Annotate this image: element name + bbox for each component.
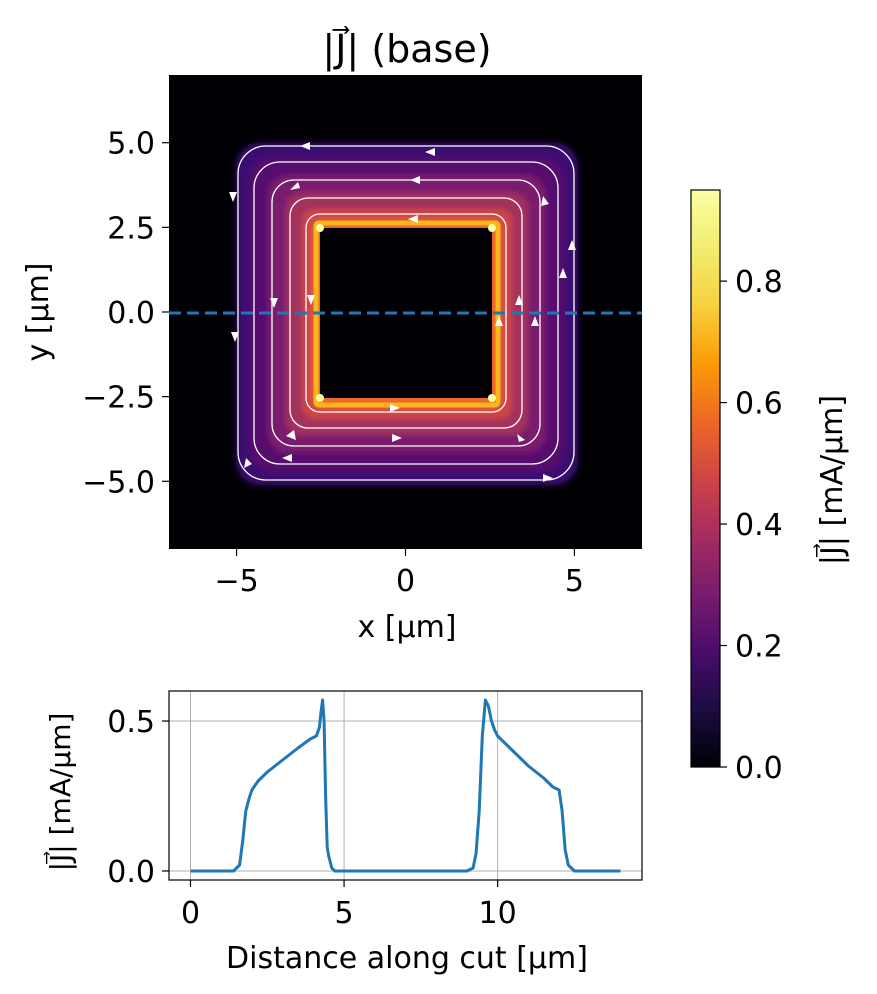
streamline-arrow — [300, 142, 310, 150]
heatmap-x-axis-label: x [µm] — [357, 610, 456, 645]
streamline-arrow — [286, 430, 296, 440]
streamline-arrow — [408, 215, 418, 223]
streamline-arrow — [270, 298, 278, 308]
y-tick-label: −5.0 — [82, 465, 155, 500]
x-tick-label: 10 — [479, 896, 517, 931]
x-tick-label: 5 — [565, 564, 584, 599]
line-plot-y-ticks: 0.0 0.5 — [107, 705, 169, 890]
streamline-arrow — [307, 295, 315, 305]
line-plot-x-ticks: 0 5 10 — [181, 880, 517, 931]
colorbar-label: |J⃗| [mA/µm] — [814, 395, 850, 565]
line-plot-panel: 0 5 10 0.0 0.5 Distance along cut [µm] |J⃗|… — [43, 690, 643, 976]
heatmap-title: |J⃗| (base) — [322, 26, 491, 72]
line-plot-frame — [168, 690, 643, 881]
y-tick-label: −2.5 — [82, 381, 155, 416]
y-tick-label: 0.0 — [107, 855, 155, 890]
colorbar-tick-label: 0.0 — [735, 751, 783, 786]
colorbar-gradient — [690, 189, 721, 768]
streamline-arrow — [517, 434, 525, 442]
y-tick-label: 2.5 — [107, 211, 155, 246]
colorbar-tick-label: 0.4 — [735, 508, 783, 543]
y-tick-label: 0.5 — [107, 705, 155, 740]
heatmap-x-ticks: −5 0 5 — [214, 549, 584, 599]
streamline-arrow — [390, 404, 400, 412]
streamline-arrow — [568, 240, 576, 250]
heatmap-panel — [169, 75, 642, 549]
streamline-arrow — [244, 458, 252, 468]
streamline-arrow — [290, 182, 300, 190]
streamline-arrow — [515, 295, 523, 305]
colorbar-tick-label: 0.2 — [735, 630, 783, 665]
x-tick-label: 0 — [181, 896, 200, 931]
x-tick-label: 0 — [396, 564, 415, 599]
streamline-arrow — [231, 332, 239, 342]
streamline-arrow — [392, 434, 402, 442]
streamline-arrow — [531, 316, 539, 326]
heatmap-y-ticks: 5.0 2.5 0.0 −2.5 −5.0 — [82, 127, 169, 500]
streamline-arrow — [282, 454, 292, 462]
y-tick-label: 5.0 — [107, 127, 155, 162]
y-tick-label: 0.0 — [107, 296, 155, 331]
corner-hotspots — [316, 224, 496, 402]
colorbar: 0.0 0.2 0.4 0.6 0.8 |J⃗| [mA/µm] — [690, 189, 850, 786]
streamline-arrow — [495, 316, 503, 326]
streamline-arrow — [541, 196, 549, 206]
line-series — [190, 698, 621, 873]
colorbar-tick-label: 0.6 — [735, 387, 783, 422]
streamline-arrow — [410, 176, 420, 184]
colorbar-ticks: 0.0 0.2 0.4 0.6 0.8 — [720, 265, 783, 786]
streamline-arrow — [543, 474, 553, 482]
heatmap-axes: |J⃗| (base) x [µm] y [µm] −5 0 5 5.0 2.5 0.0… — [21, 26, 584, 645]
x-tick-label: 5 — [335, 896, 354, 931]
streamline-arrow — [559, 268, 567, 278]
line-plot-x-axis-label: Distance along cut [µm] — [226, 941, 588, 976]
colorbar-tick-label: 0.8 — [735, 265, 783, 300]
streamline-arrows — [229, 142, 576, 482]
x-tick-label: −5 — [214, 564, 258, 599]
streamline-arrow — [229, 192, 237, 202]
heatmap-y-axis-label: y [µm] — [21, 262, 56, 361]
streamline-arrow — [425, 148, 435, 156]
line-plot-y-axis-label: |J⃗| [mA/µm] — [43, 713, 77, 872]
